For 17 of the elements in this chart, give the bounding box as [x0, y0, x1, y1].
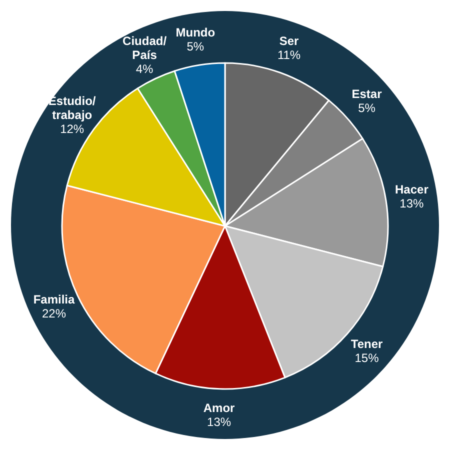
data-label: 12%: [60, 122, 84, 136]
slice-label: Amor: [203, 400, 236, 415]
data-label: 4%: [136, 62, 154, 76]
data-label: 15%: [354, 350, 380, 365]
slice-label: Familia: [33, 292, 75, 306]
slice-label: Tener: [350, 336, 383, 351]
slice-label: Estar: [352, 87, 382, 102]
data-label: 5%: [358, 101, 376, 116]
slice-label: Hacer: [394, 182, 429, 196]
data-label: 13%: [207, 414, 232, 429]
slice-label: Ser: [279, 34, 300, 48]
data-label: 11%: [277, 48, 301, 62]
data-label: 13%: [400, 196, 424, 210]
slice-label: Ciudad/País: [122, 34, 168, 62]
data-label: 5%: [186, 39, 204, 54]
slice-label: Mundo: [176, 25, 216, 40]
data-label: 22%: [42, 306, 66, 320]
